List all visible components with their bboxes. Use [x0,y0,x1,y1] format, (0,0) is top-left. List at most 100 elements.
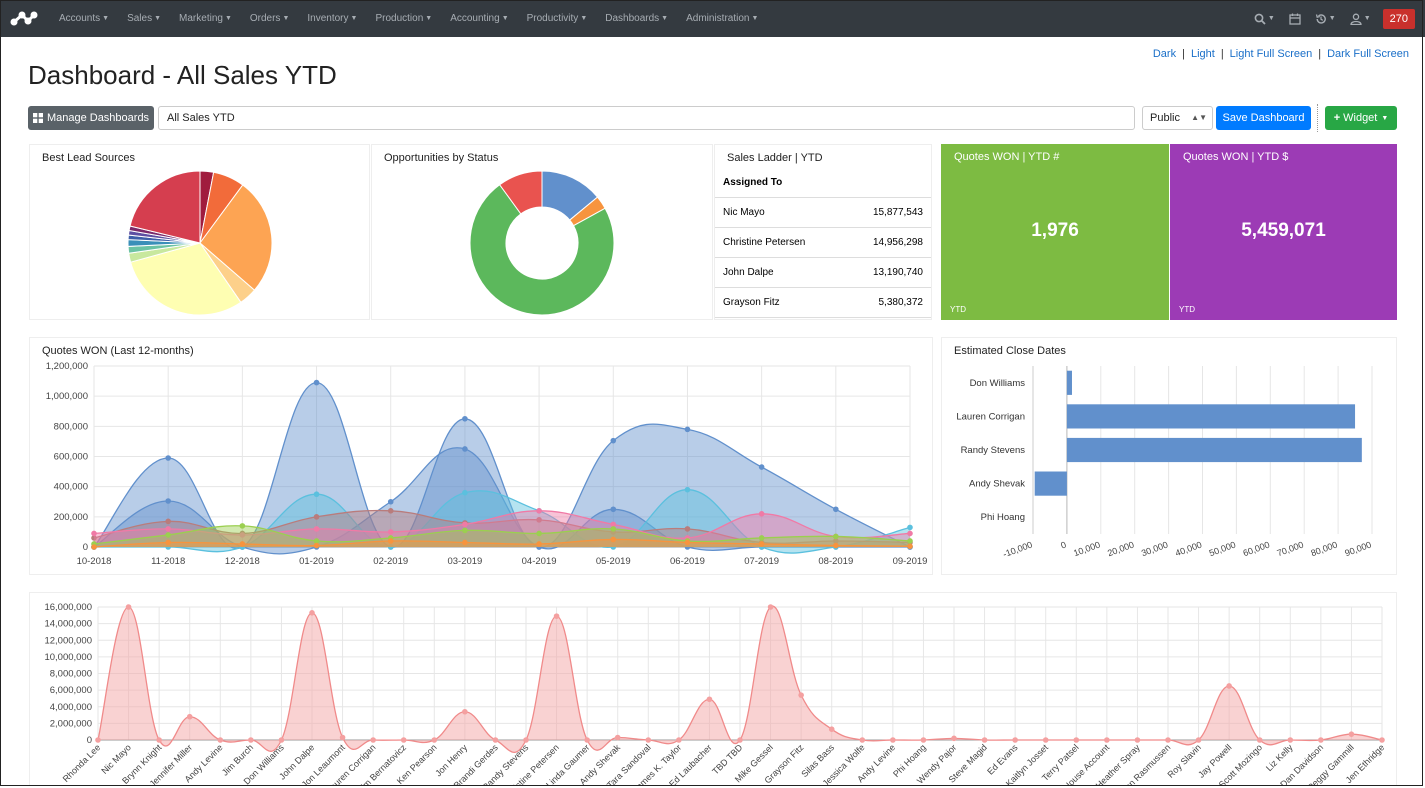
data-point [684,544,691,550]
x-tick-label: 03-2019 [447,556,482,567]
quotes-won-12mo-widget: Quotes WON (Last 12-months) 0 200,000 400,0… [29,337,933,575]
caret-down-icon: ▼ [350,15,358,22]
sales-by-user-area-chart: 0 2,000,000 4,000,000 6,000,000 8,000,000 10,… [44,602,1386,785]
visibility-select[interactable]: Public ▲▼ [1142,106,1213,130]
chart-title: Estimated Close Dates [954,345,1066,357]
data-point [610,437,617,444]
menu-label: Production [375,13,424,24]
bar [1066,437,1362,463]
menu-accounting[interactable]: Accounting ▼ [441,0,517,37]
data-point [907,524,913,531]
ladder-value: 5,380,372 [878,297,924,308]
menu-sales[interactable]: Sales ▼ [118,0,170,37]
data-point [165,455,171,461]
menu-accounts[interactable]: Accounts ▼ [50,0,118,37]
main-menu: Accounts ▼ Sales ▼ Marketing ▼ Orders ▼ Inve… [50,0,767,37]
data-point [610,506,617,513]
x-tick-label: 06-2019 [670,556,705,567]
chart-title: Quotes WON (Last 12-months) [42,345,194,357]
bar [1066,404,1356,429]
theme-light-fullscreen-link[interactable]: Light Full Screen [1229,48,1313,60]
menu-administration[interactable]: Administration ▼ [677,0,767,37]
y-tick-label: 16,000,000 [44,602,92,613]
data-point [684,426,691,433]
data-point [907,530,913,537]
menu-inventory[interactable]: Inventory ▼ [298,0,366,37]
data-point [462,521,468,528]
menu-label: Sales [127,13,153,24]
x-tick-label: 05-2019 [596,556,631,567]
menu-label: Inventory [307,13,349,24]
data-point [758,511,765,517]
dashboard-name-input[interactable]: All Sales YTD [158,106,1135,130]
data-point [165,539,171,546]
theme-light-link[interactable]: Light [1190,48,1215,60]
data-point [645,737,652,743]
data-point [1379,737,1385,743]
caret-down-icon: ▼ [661,15,669,22]
data-point [536,530,542,537]
table-row[interactable]: Grayson Fitz 5,380,372 [715,288,931,318]
menu-label: Marketing [179,13,223,24]
calendar-button[interactable] [1289,13,1301,25]
menu-dashboards[interactable]: Dashboards ▼ [596,0,677,37]
table-row[interactable]: John Dalpe 13,190,740 [715,258,931,288]
table-row[interactable]: Christine Petersen 14,956,298 [715,228,931,258]
quotes-won-count-widget[interactable]: Quotes WON | YTD # 1,976 YTD [941,144,1169,320]
estimated-close-dates-widget: Estimated Close Dates -10,000 0 10,000 20,00… [941,337,1397,575]
data-point [684,539,691,546]
x-tick-label: Rhonda Lee [61,742,103,784]
series-line [93,510,911,539]
data-point [798,692,804,698]
nav-tools: ▼ ▼ ▼ 270 [1240,0,1415,37]
widget-title: Sales Ladder | YTD [727,152,823,164]
x-tick-label: 80,000 [1309,539,1338,558]
data-point [91,535,97,541]
top-navbar: Accounts ▼ Sales ▼ Marketing ▼ Orders ▼ Inve… [0,0,1425,37]
data-point [907,543,913,550]
notification-badge[interactable]: 270 [1382,8,1415,29]
series-area [94,539,910,547]
data-point [737,737,743,743]
data-point [165,532,171,538]
data-point [313,514,320,520]
menu-productivity[interactable]: Productivity ▼ [518,0,597,37]
data-point [462,489,468,496]
menu-orders[interactable]: Orders ▼ [241,0,299,37]
data-point [1256,737,1263,743]
data-point [278,737,285,743]
search-dropdown[interactable]: ▼ [1254,13,1275,25]
menu-production[interactable]: Production ▼ [366,0,441,37]
data-point [313,526,320,532]
user-dropdown[interactable]: ▼ [1350,13,1371,25]
data-point [536,517,542,523]
caret-down-icon: ▼ [1328,15,1336,22]
data-point [239,523,246,529]
menu-label: Productivity [526,13,579,24]
history-dropdown[interactable]: ▼ [1315,13,1336,25]
x-tick-label: 90,000 [1343,539,1372,558]
manage-dashboards-button[interactable]: Manage Dashboards [28,106,154,130]
data-point [313,538,320,544]
add-widget-button[interactable]: + Widget ▼ [1325,106,1397,130]
ladder-name: John Dalpe [723,267,774,278]
table-row[interactable]: Nic Mayo 15,877,543 [715,198,931,228]
data-point [387,508,394,514]
search-icon [1254,13,1266,25]
app-logo-icon[interactable] [10,9,38,27]
save-dashboard-button[interactable]: Save Dashboard [1216,106,1311,130]
x-tick-label: Liz Kelly [1264,742,1295,773]
menu-marketing[interactable]: Marketing ▼ [170,0,241,37]
y-category-label: Randy Stevens [961,445,1026,456]
opportunities-widget: Opportunities by Status [371,144,713,320]
quotes-won-amount-widget[interactable]: Quotes WON | YTD $ 5,459,071 YTD [1170,144,1397,320]
separator: | [1182,48,1185,60]
widget-title: Best Lead Sources [42,152,135,164]
kpi-footer: YTD [950,305,966,314]
x-tick-label: 40,000 [1174,539,1203,558]
theme-dark-fullscreen-link[interactable]: Dark Full Screen [1327,48,1409,60]
page-title: Dashboard - All Sales YTD [28,60,337,90]
x-tick-label: 08-2019 [818,556,853,567]
data-point [920,737,927,743]
theme-dark-link[interactable]: Dark [1152,48,1177,60]
